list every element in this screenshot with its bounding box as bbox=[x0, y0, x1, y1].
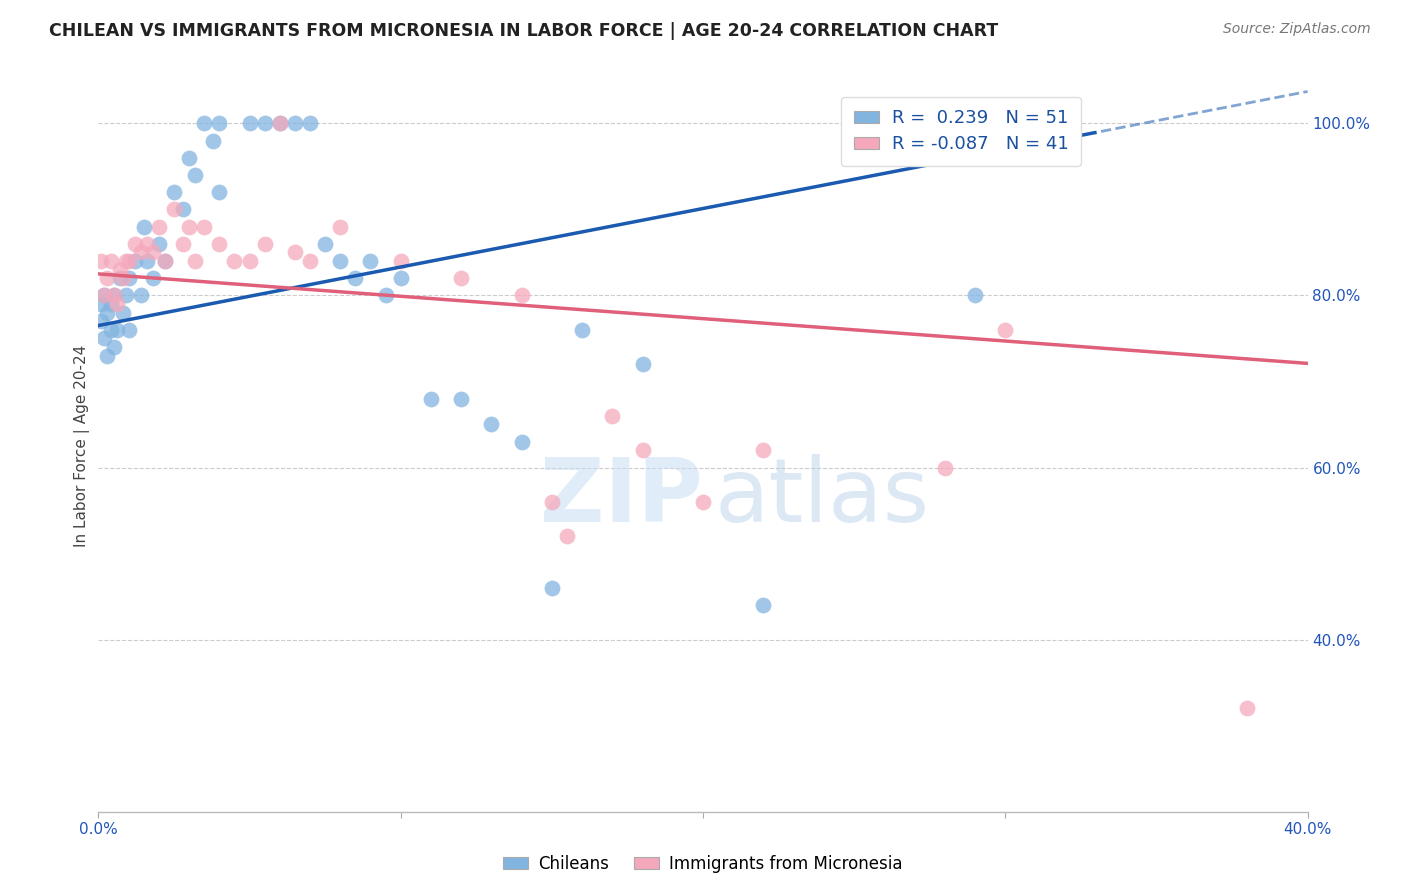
Point bbox=[96, 305, 118, 319]
Point bbox=[510, 288, 533, 302]
Point bbox=[105, 323, 128, 337]
Point bbox=[284, 116, 307, 130]
Point bbox=[111, 305, 134, 319]
Point bbox=[118, 254, 141, 268]
Text: Source: ZipAtlas.com: Source: ZipAtlas.com bbox=[1223, 22, 1371, 37]
Point bbox=[239, 254, 262, 268]
Point bbox=[389, 271, 412, 285]
Point bbox=[269, 116, 291, 130]
Point bbox=[184, 168, 207, 182]
Point bbox=[344, 271, 367, 285]
Point bbox=[90, 297, 112, 311]
Point bbox=[118, 271, 141, 285]
Point bbox=[602, 409, 624, 423]
Point bbox=[148, 219, 170, 234]
Point bbox=[208, 185, 231, 199]
Point bbox=[450, 271, 472, 285]
Point bbox=[631, 443, 654, 458]
Point bbox=[96, 349, 118, 363]
Point bbox=[100, 323, 122, 337]
Point bbox=[172, 236, 194, 251]
Point bbox=[124, 254, 146, 268]
Point bbox=[239, 116, 262, 130]
Point bbox=[96, 271, 118, 285]
Point bbox=[202, 134, 225, 148]
Point bbox=[450, 392, 472, 406]
Point bbox=[153, 254, 176, 268]
Point bbox=[111, 271, 134, 285]
Point bbox=[253, 116, 276, 130]
Point bbox=[329, 219, 352, 234]
Point bbox=[135, 236, 157, 251]
Point bbox=[132, 219, 155, 234]
Point bbox=[1236, 701, 1258, 715]
Point bbox=[184, 254, 207, 268]
Point bbox=[692, 495, 714, 509]
Point bbox=[153, 254, 176, 268]
Y-axis label: In Labor Force | Age 20-24: In Labor Force | Age 20-24 bbox=[75, 345, 90, 547]
Point bbox=[93, 288, 115, 302]
Point bbox=[374, 288, 396, 302]
Point bbox=[299, 116, 322, 130]
Point bbox=[179, 151, 201, 165]
Point bbox=[93, 288, 115, 302]
Point bbox=[163, 185, 186, 199]
Point bbox=[108, 271, 131, 285]
Point bbox=[105, 297, 128, 311]
Point bbox=[360, 254, 382, 268]
Point bbox=[224, 254, 246, 268]
Point bbox=[540, 581, 562, 595]
Point bbox=[555, 529, 578, 543]
Point bbox=[129, 288, 152, 302]
Point bbox=[163, 202, 186, 217]
Point bbox=[108, 262, 131, 277]
Point bbox=[179, 219, 201, 234]
Point bbox=[90, 314, 112, 328]
Point bbox=[269, 116, 291, 130]
Point bbox=[481, 417, 503, 432]
Point bbox=[103, 288, 125, 302]
Point bbox=[135, 254, 157, 268]
Text: CHILEAN VS IMMIGRANTS FROM MICRONESIA IN LABOR FORCE | AGE 20-24 CORRELATION CHA: CHILEAN VS IMMIGRANTS FROM MICRONESIA IN… bbox=[49, 22, 998, 40]
Point bbox=[389, 254, 412, 268]
Point bbox=[752, 598, 775, 612]
Point bbox=[90, 254, 112, 268]
Point bbox=[142, 245, 165, 260]
Point bbox=[100, 254, 122, 268]
Legend: Chileans, Immigrants from Micronesia: Chileans, Immigrants from Micronesia bbox=[496, 848, 910, 880]
Point bbox=[284, 245, 307, 260]
Point bbox=[329, 254, 352, 268]
Point bbox=[114, 288, 136, 302]
Point bbox=[148, 236, 170, 251]
Text: atlas: atlas bbox=[716, 454, 931, 541]
Point bbox=[965, 288, 987, 302]
Point bbox=[100, 297, 122, 311]
Point bbox=[93, 331, 115, 345]
Point bbox=[172, 202, 194, 217]
Point bbox=[571, 323, 593, 337]
Point bbox=[114, 254, 136, 268]
Point bbox=[142, 271, 165, 285]
Point bbox=[253, 236, 276, 251]
Point bbox=[540, 495, 562, 509]
Point bbox=[314, 236, 336, 251]
Legend: R =  0.239   N = 51, R = -0.087   N = 41: R = 0.239 N = 51, R = -0.087 N = 41 bbox=[841, 96, 1081, 166]
Point bbox=[208, 236, 231, 251]
Point bbox=[103, 288, 125, 302]
Point bbox=[208, 116, 231, 130]
Point bbox=[118, 323, 141, 337]
Point bbox=[103, 340, 125, 354]
Point bbox=[510, 434, 533, 449]
Point bbox=[299, 254, 322, 268]
Point bbox=[752, 443, 775, 458]
Point bbox=[129, 245, 152, 260]
Point bbox=[934, 460, 956, 475]
Point bbox=[193, 116, 215, 130]
Point bbox=[124, 236, 146, 251]
Text: ZIP: ZIP bbox=[540, 454, 703, 541]
Point bbox=[420, 392, 443, 406]
Point bbox=[193, 219, 215, 234]
Point bbox=[994, 323, 1017, 337]
Point bbox=[631, 357, 654, 371]
